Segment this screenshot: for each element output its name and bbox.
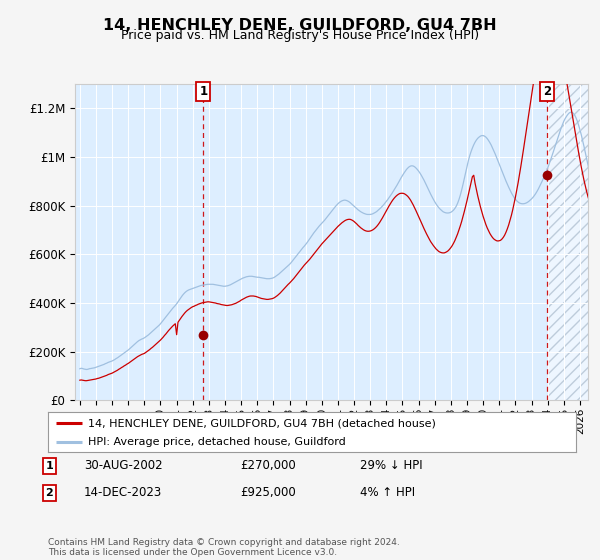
Text: HPI: Average price, detached house, Guildford: HPI: Average price, detached house, Guil…	[88, 437, 346, 446]
Text: 1: 1	[199, 85, 208, 99]
Text: 30-AUG-2002: 30-AUG-2002	[84, 459, 163, 473]
Text: 2: 2	[46, 488, 53, 498]
Text: 2: 2	[543, 85, 551, 99]
Text: 14, HENCHLEY DENE, GUILDFORD, GU4 7BH: 14, HENCHLEY DENE, GUILDFORD, GU4 7BH	[103, 18, 497, 33]
Text: Contains HM Land Registry data © Crown copyright and database right 2024.
This d: Contains HM Land Registry data © Crown c…	[48, 538, 400, 557]
Bar	[548, 84, 593, 400]
Text: 14-DEC-2023: 14-DEC-2023	[84, 486, 162, 500]
Bar	[548, 84, 593, 400]
Text: £270,000: £270,000	[240, 459, 296, 473]
Text: 14, HENCHLEY DENE, GUILDFORD, GU4 7BH (detached house): 14, HENCHLEY DENE, GUILDFORD, GU4 7BH (d…	[88, 418, 436, 428]
Text: 4% ↑ HPI: 4% ↑ HPI	[360, 486, 415, 500]
Text: 1: 1	[46, 461, 53, 471]
Text: 29% ↓ HPI: 29% ↓ HPI	[360, 459, 422, 473]
Text: £925,000: £925,000	[240, 486, 296, 500]
Text: Price paid vs. HM Land Registry's House Price Index (HPI): Price paid vs. HM Land Registry's House …	[121, 29, 479, 42]
